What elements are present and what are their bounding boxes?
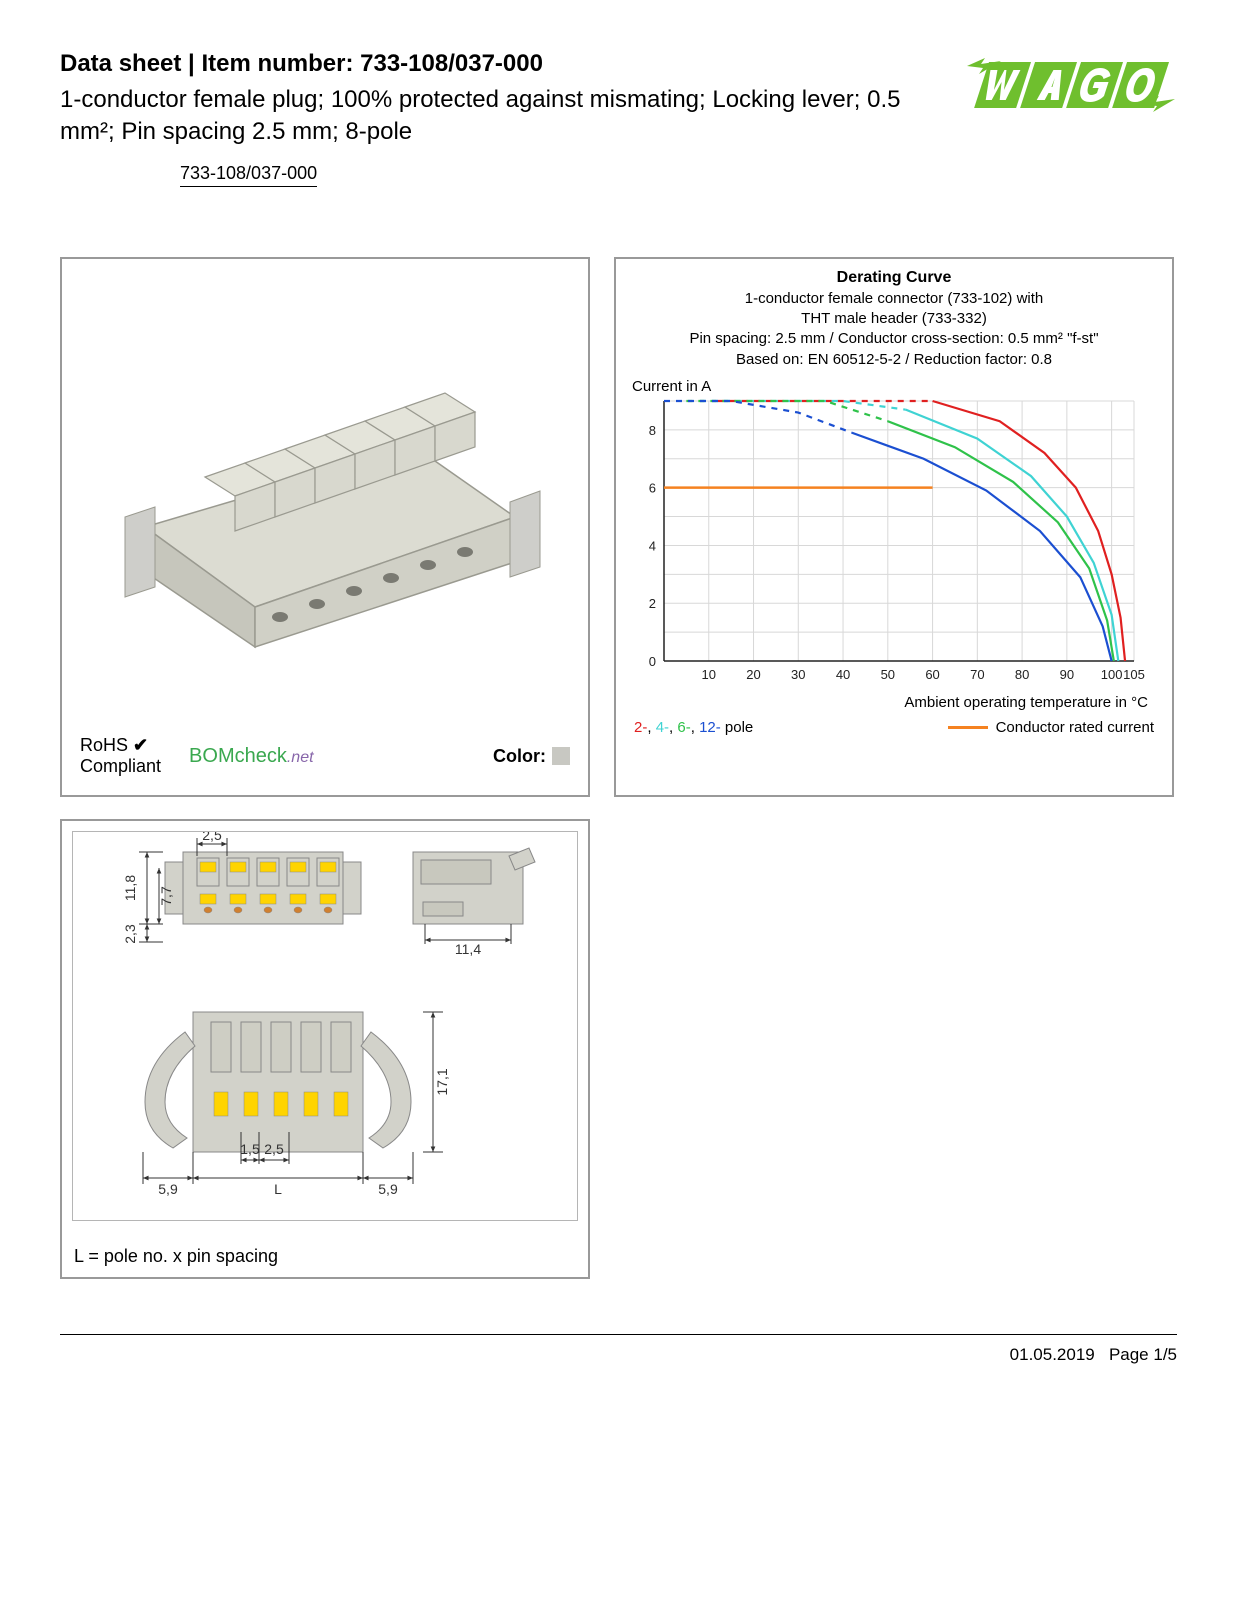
chart-legend: 2-, 4-, 6-, 12- pole Conductor rated cur… <box>630 719 1158 736</box>
legend-rated: Conductor rated current <box>948 719 1154 736</box>
svg-text:70: 70 <box>970 667 984 682</box>
chart-xlabel: Ambient operating temperature in °C <box>630 694 1148 711</box>
bomcheck-text: BOMcheck <box>189 745 287 767</box>
color-label-text: Color: <box>493 746 546 767</box>
color-swatch <box>552 747 570 765</box>
chart-sub3: Pin spacing: 2.5 mm / Conductor cross-se… <box>630 329 1158 349</box>
footer-date: 01.05.2019 <box>1010 1345 1095 1364</box>
subtitle: 1-conductor female plug; 100% protected … <box>60 84 927 149</box>
product-panel: RoHS ✔ Compliant BOMcheck.net Color: <box>60 257 590 797</box>
svg-text:20: 20 <box>746 667 760 682</box>
legend-poles: 2-, 4-, 6-, 12- pole <box>634 719 753 736</box>
svg-text:90: 90 <box>1060 667 1074 682</box>
svg-text:1,5: 1,5 <box>240 1141 260 1157</box>
part-number-link[interactable]: 733-108/037-000 <box>180 163 317 187</box>
svg-text:5,9: 5,9 <box>378 1181 398 1197</box>
svg-text:2,5: 2,5 <box>264 1141 284 1157</box>
rohs-compliant: Compliant <box>80 756 161 776</box>
chart-title: Derating Curve <box>630 269 1158 287</box>
derating-chart: 10 20 30 40 50 60 70 80 90 100105 0 2 4 6 8 <box>630 397 1160 687</box>
svg-text:5,9: 5,9 <box>158 1181 178 1197</box>
product-image <box>70 267 580 687</box>
drawing-panel: 11,87,72,32,511,417,15,9L5,91,52,5 L = p… <box>60 819 590 1279</box>
svg-text:105: 105 <box>1123 667 1145 682</box>
header-text: Data sheet | Item number: 733-108/037-00… <box>60 50 927 187</box>
chart-sub2: THT male header (733-332) <box>630 309 1158 329</box>
svg-text:6: 6 <box>649 480 656 495</box>
svg-text:11,8: 11,8 <box>122 874 138 900</box>
svg-text:0: 0 <box>649 654 656 669</box>
technical-drawing: 11,87,72,32,511,417,15,9L5,91,52,5 <box>72 831 578 1221</box>
panels-row: RoHS ✔ Compliant BOMcheck.net Color: Der… <box>60 257 1177 797</box>
svg-text:L: L <box>274 1181 282 1197</box>
chart-panel: Derating Curve 1-conductor female connec… <box>614 257 1174 797</box>
svg-text:4: 4 <box>649 538 656 553</box>
wago-logo <box>957 56 1177 119</box>
legend-2pole: 2- <box>634 719 647 736</box>
svg-text:50: 50 <box>881 667 895 682</box>
chart-ylabel: Current in A <box>632 378 1158 395</box>
footer-page: Page 1/5 <box>1109 1345 1177 1364</box>
title-sep: | <box>181 50 201 77</box>
rohs-badge: RoHS ✔ Compliant <box>80 735 161 776</box>
svg-text:100: 100 <box>1101 667 1123 682</box>
svg-text:10: 10 <box>702 667 716 682</box>
title-label: Item number: <box>201 50 353 77</box>
chart-sub1: 1-conductor female connector (733-102) w… <box>630 289 1158 309</box>
svg-text:17,1: 17,1 <box>434 1068 450 1095</box>
bomcheck-badge: BOMcheck.net <box>189 745 314 768</box>
check-icon: ✔ <box>133 735 148 755</box>
title-prefix: Data sheet <box>60 50 181 77</box>
page-title: Data sheet | Item number: 733-108/037-00… <box>60 50 927 78</box>
svg-text:2,3: 2,3 <box>122 924 138 944</box>
legend-12pole: 12- <box>699 719 721 736</box>
svg-text:8: 8 <box>649 423 656 438</box>
rohs-text: RoHS <box>80 735 128 755</box>
header: Data sheet | Item number: 733-108/037-00… <box>60 50 1177 187</box>
footer-rule <box>60 1334 1177 1335</box>
svg-text:30: 30 <box>791 667 805 682</box>
svg-text:7,7: 7,7 <box>158 886 174 906</box>
color-indicator: Color: <box>493 746 570 767</box>
svg-text:2: 2 <box>649 596 656 611</box>
footer: 01.05.2019 Page 1/5 <box>60 1345 1177 1365</box>
title-item-number: 733-108/037-000 <box>360 50 543 77</box>
svg-text:80: 80 <box>1015 667 1029 682</box>
svg-text:60: 60 <box>925 667 939 682</box>
legend-rated-text: Conductor rated current <box>996 719 1154 736</box>
badges-row: RoHS ✔ Compliant BOMcheck.net Color: <box>80 735 570 776</box>
rated-line-icon <box>948 726 988 729</box>
chart-sub4: Based on: EN 60512-5-2 / Reduction facto… <box>630 350 1158 370</box>
svg-text:40: 40 <box>836 667 850 682</box>
bomcheck-suffix: .net <box>287 749 314 766</box>
legend-pole-suffix: pole <box>721 719 754 736</box>
svg-text:2,5: 2,5 <box>202 832 222 843</box>
drawing-note: L = pole no. x pin spacing <box>74 1246 278 1267</box>
legend-6pole: 6- <box>677 719 690 736</box>
legend-4pole: 4- <box>656 719 669 736</box>
svg-text:11,4: 11,4 <box>455 941 481 957</box>
